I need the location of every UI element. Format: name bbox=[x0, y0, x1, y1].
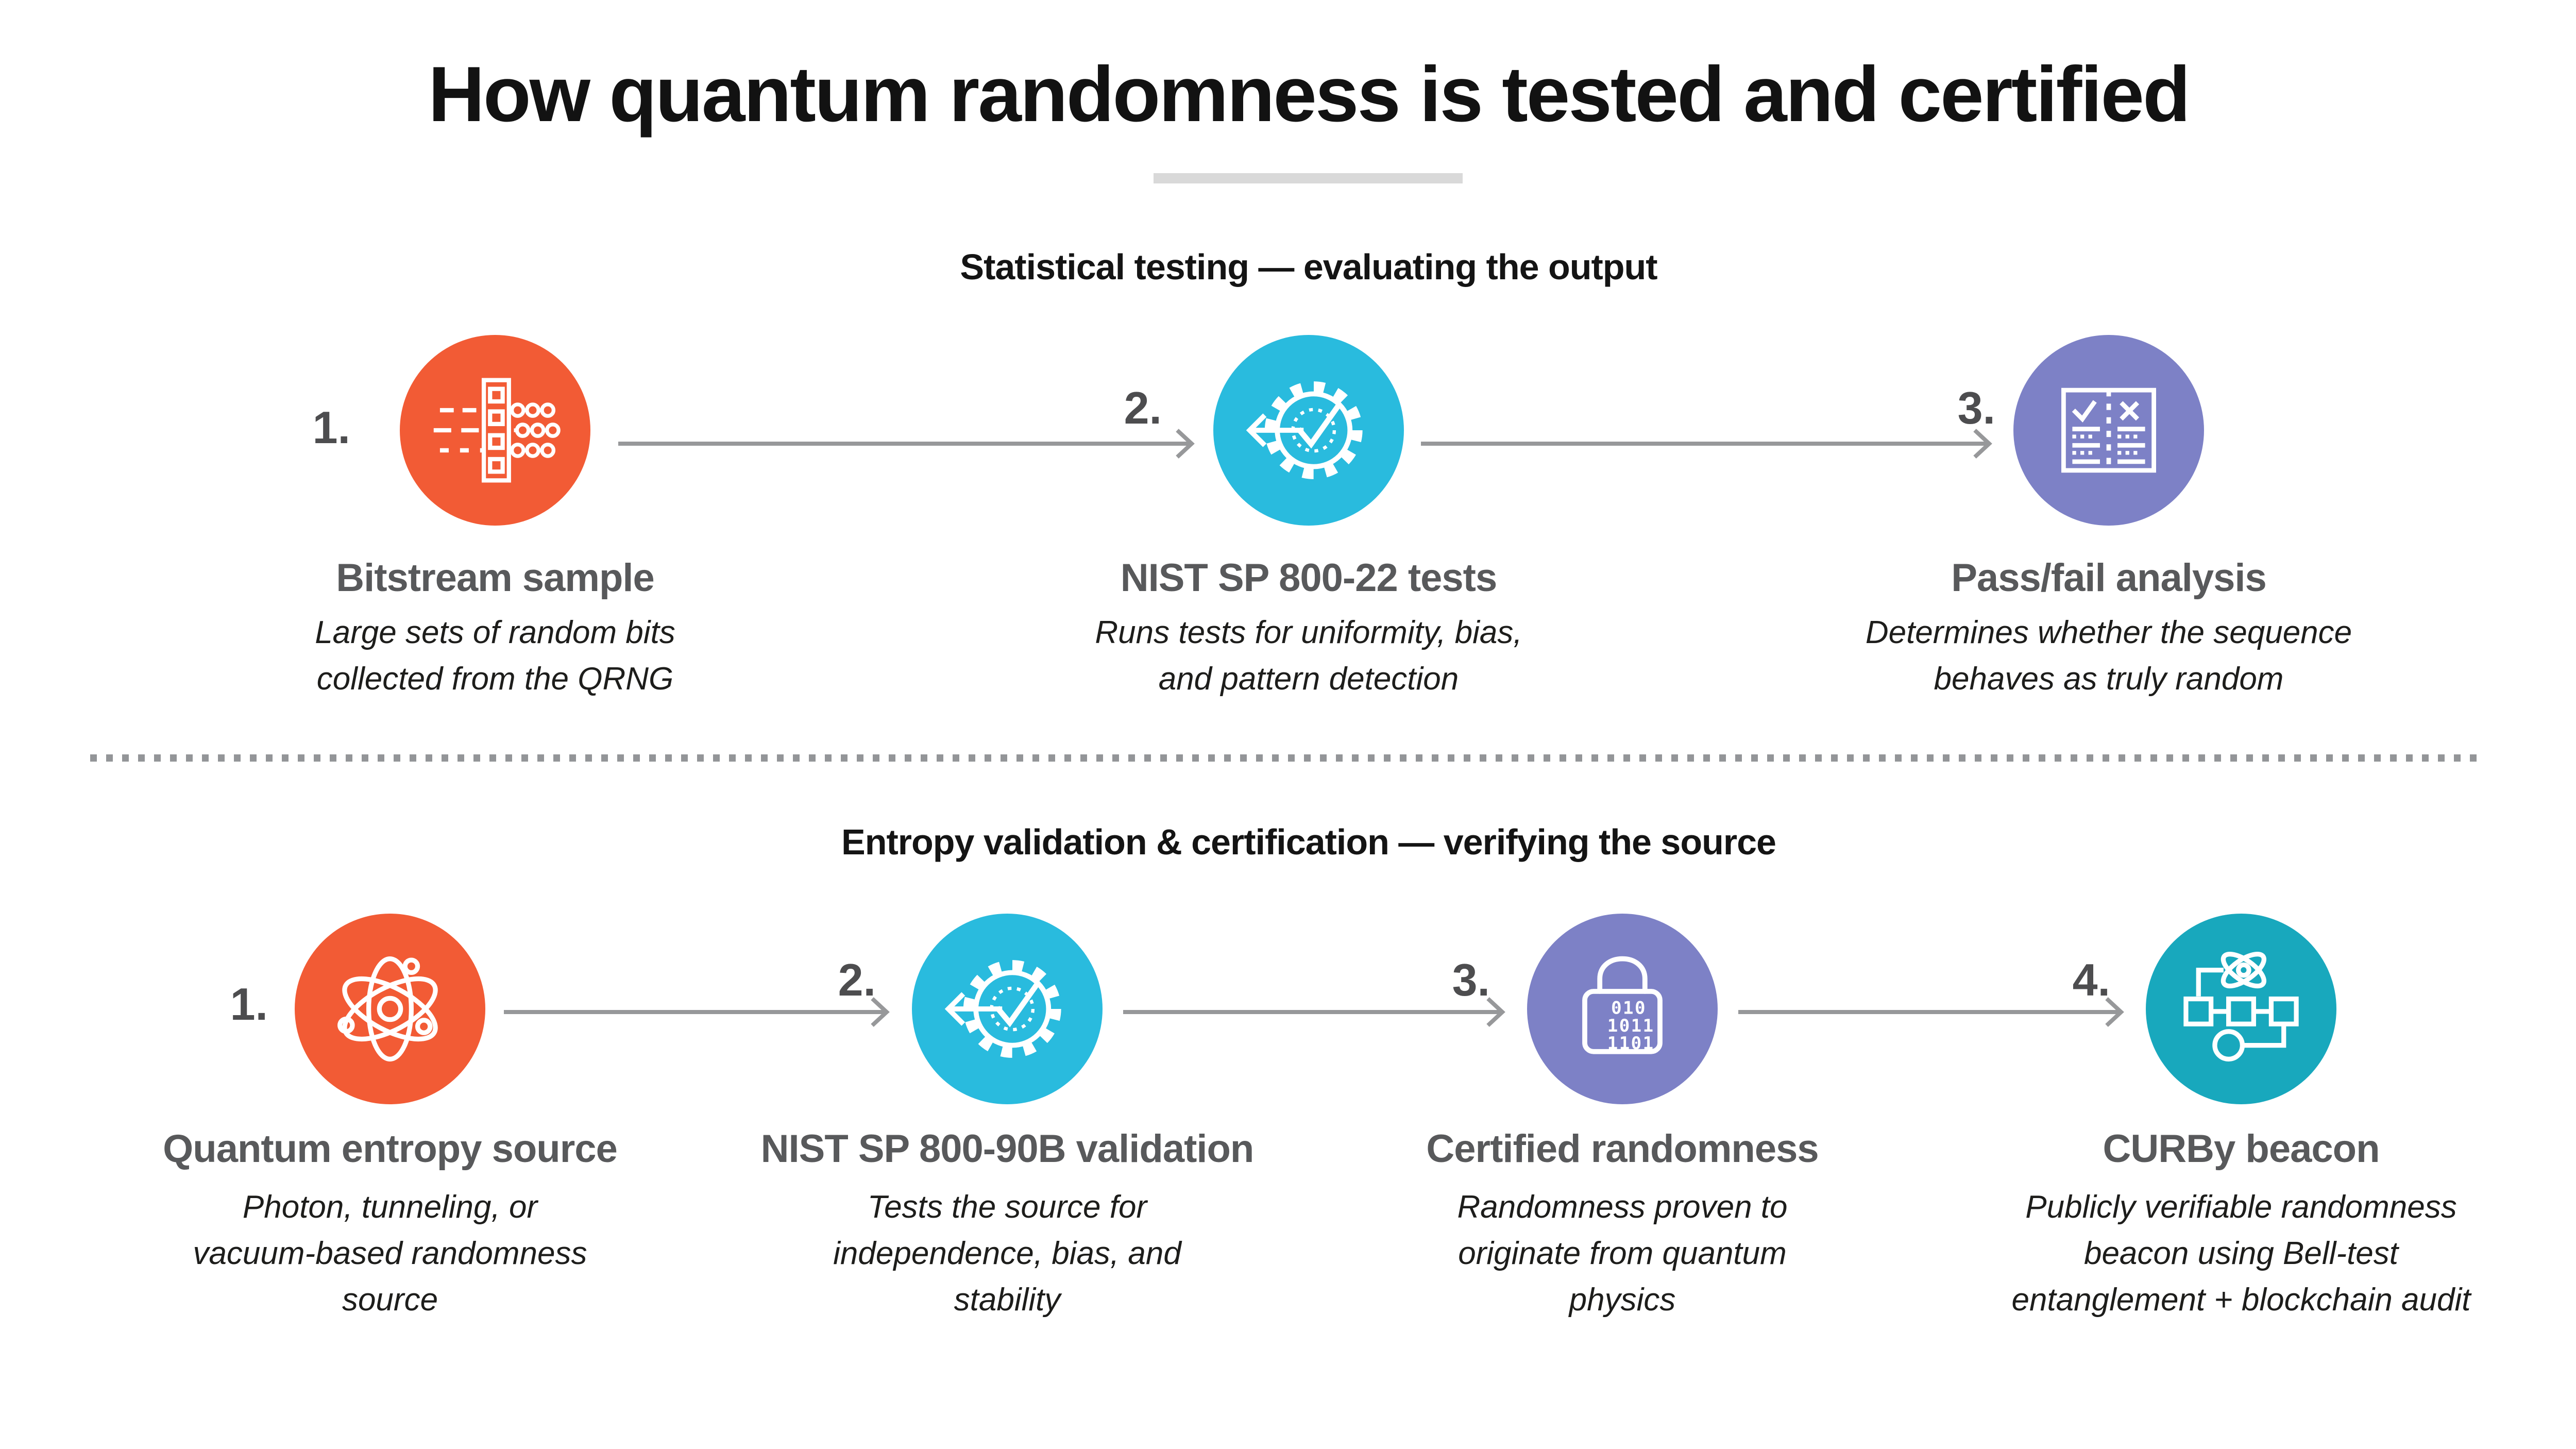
step-number: 2. bbox=[1124, 382, 1162, 433]
step-description: Publicly verifiable randomness beacon us… bbox=[2011, 1189, 2471, 1318]
step-number: 2. bbox=[838, 954, 876, 1005]
flow-arrow bbox=[504, 997, 890, 1027]
bitstream-icon bbox=[420, 355, 570, 506]
step-description: Determines whether the sequence behaves … bbox=[1865, 615, 2352, 697]
step-icon-circle bbox=[295, 914, 485, 1104]
title-underline bbox=[1154, 173, 1463, 183]
gear-check-icon bbox=[932, 934, 1082, 1084]
gear-check-icon bbox=[1233, 355, 1384, 506]
passfail-checklist-icon bbox=[2033, 355, 2184, 506]
step-label: Bitstream sample bbox=[336, 556, 655, 600]
step-label: Certified randomness bbox=[1426, 1127, 1819, 1171]
step-description: Runs tests for uniformity, bias, and pat… bbox=[1095, 615, 1522, 697]
lock-binary-icon bbox=[1547, 934, 1698, 1084]
step-number: 3. bbox=[1957, 382, 1995, 433]
flow-arrow bbox=[1421, 429, 1992, 459]
flow-arrow bbox=[618, 429, 1195, 459]
flow-arrow bbox=[1123, 997, 1505, 1027]
step-icon-circle bbox=[2013, 335, 2204, 526]
dotted-divider bbox=[90, 754, 2486, 762]
atom-icon bbox=[315, 934, 465, 1084]
step-label: Pass/fail analysis bbox=[1951, 556, 2267, 600]
step-label: NIST SP 800-22 tests bbox=[1120, 556, 1498, 600]
page-title: How quantum randomness is tested and cer… bbox=[428, 50, 2191, 138]
blockchain-beacon-icon bbox=[2166, 934, 2316, 1084]
step-number: 1. bbox=[312, 402, 350, 453]
step-icon-circle bbox=[1527, 914, 1718, 1104]
flow-arrow bbox=[1738, 997, 2124, 1027]
step-description: Tests the source for independence, bias,… bbox=[833, 1189, 1181, 1318]
step-number: 3. bbox=[1452, 954, 1490, 1005]
section-heading-entropy-validation: Entropy validation & certification — ver… bbox=[841, 822, 1776, 862]
section-heading-statistical-testing: Statistical testing — evaluating the out… bbox=[960, 247, 1657, 287]
step-label: Quantum entropy source bbox=[163, 1127, 618, 1171]
step-icon-circle bbox=[912, 914, 1103, 1104]
step-icon-circle bbox=[2146, 914, 2336, 1104]
step-description: Randomness proven to originate from quan… bbox=[1457, 1189, 1788, 1318]
step-label: NIST SP 800-90B validation bbox=[760, 1127, 1255, 1171]
step-description: Photon, tunneling, or vacuum-based rando… bbox=[193, 1189, 587, 1318]
step-label: CURBy beacon bbox=[2103, 1127, 2380, 1171]
step-icon-circle bbox=[1213, 335, 1404, 526]
step-icon-circle bbox=[400, 335, 590, 526]
step-number: 4. bbox=[2072, 954, 2110, 1005]
step-number: 1. bbox=[230, 979, 268, 1030]
step-description: Large sets of random bits collected from… bbox=[315, 615, 675, 697]
